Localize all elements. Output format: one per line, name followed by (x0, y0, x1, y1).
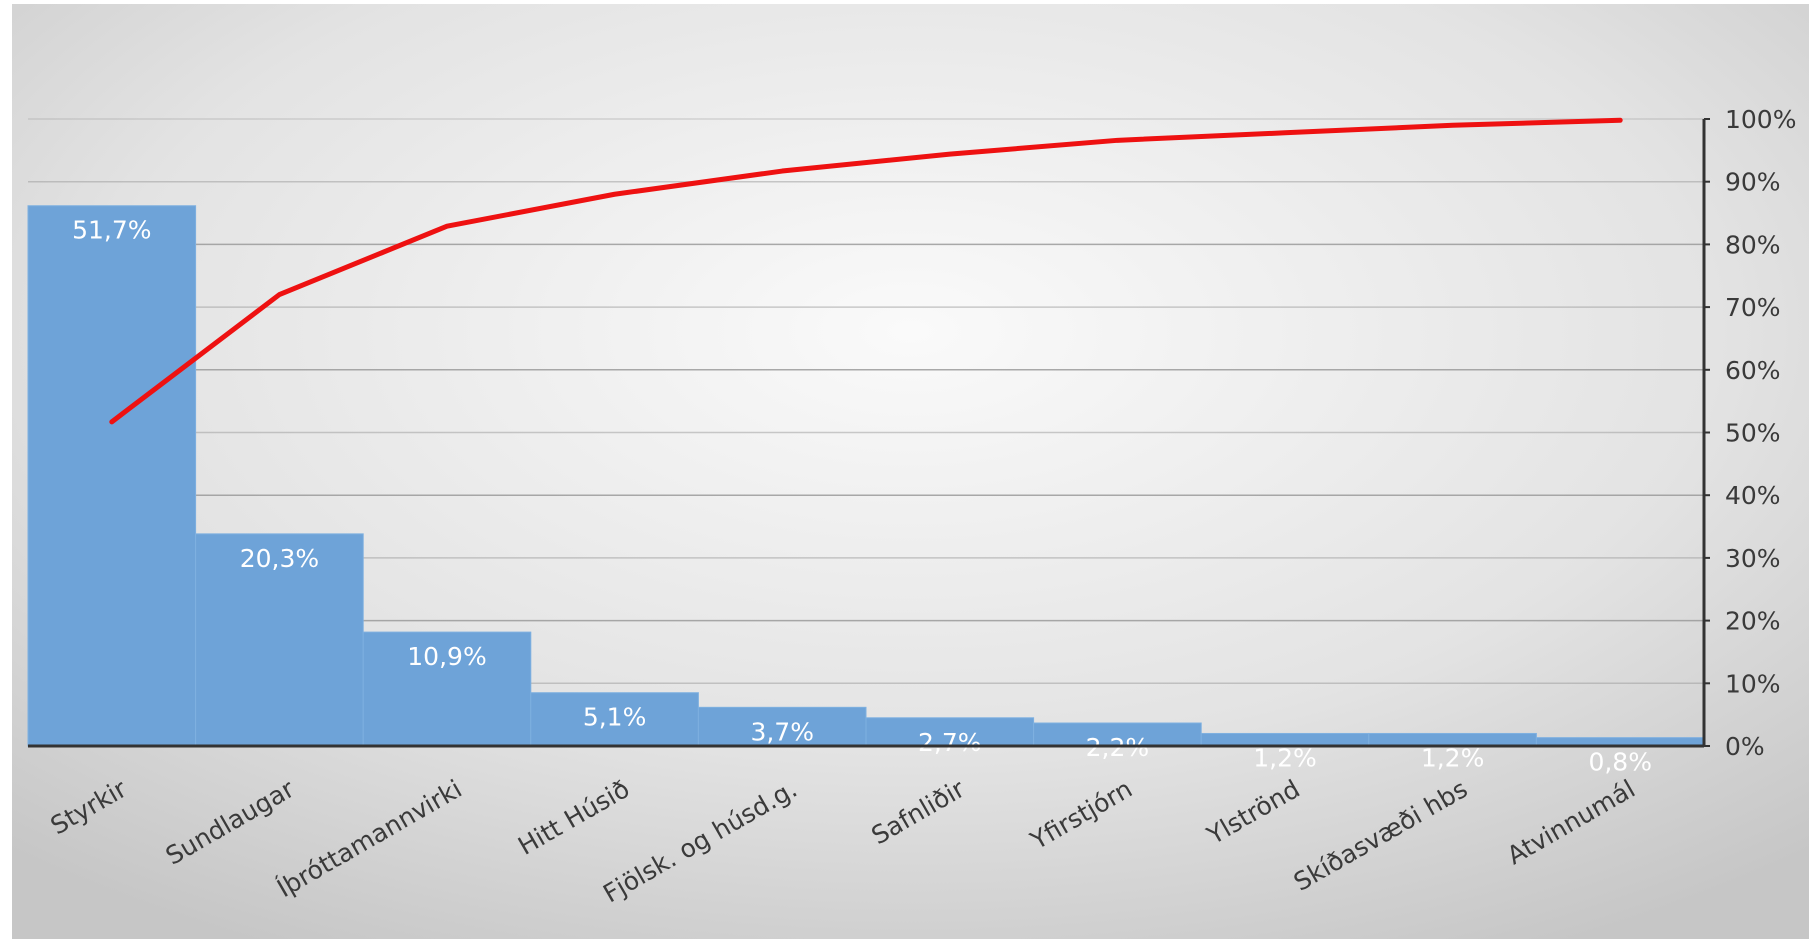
chart-canvas: 51,7% 20,3% 10,9% 5,1% 3,7% 2,7% 2,2% 1,2% 1,2% 0… (12, 4, 1809, 939)
bar-data-label: 20,3% (240, 544, 319, 573)
bar-data-label: 2,2% (1086, 733, 1150, 762)
y-tick-label: 20% (1725, 607, 1781, 636)
y-tick-label: 60% (1725, 356, 1781, 385)
y-tick-label: 10% (1725, 669, 1781, 698)
bar-data-label: 1,2% (1421, 743, 1485, 772)
right-axis-ticks: 0% 10% 20% 30% 40% 50% 60% 70% 80% 90% 100% (1725, 105, 1796, 761)
bar-data-labels: 51,7% 20,3% 10,9% 5,1% 3,7% 2,7% 2,2% 1,2% 1,2% 0… (72, 216, 1652, 777)
axes (28, 118, 1710, 748)
bar (27, 205, 197, 747)
y-tick-label: 50% (1725, 419, 1781, 448)
bar (195, 533, 364, 747)
bar-data-label: 51,7% (72, 216, 151, 245)
y-tick-label: 30% (1725, 544, 1781, 573)
cumulative-percentage-line (109, 117, 1623, 425)
y-tick-label: 0% (1725, 732, 1765, 761)
bars (27, 205, 1705, 747)
bar-data-label: 0,8% (1588, 748, 1652, 777)
bar-data-label: 3,7% (750, 717, 814, 746)
bar-data-label: 10,9% (407, 642, 486, 671)
y-tick-label: 90% (1725, 168, 1781, 197)
bar-data-label: 2,7% (918, 728, 982, 757)
bar-data-label: 1,2% (1253, 743, 1317, 772)
y-tick-label: 100% (1725, 105, 1796, 134)
bar-data-label: 5,1% (583, 703, 647, 732)
bar (697, 706, 867, 747)
y-tick-label: 80% (1725, 230, 1781, 259)
y-tick-label: 40% (1725, 481, 1781, 510)
bar (362, 631, 532, 747)
cumulative-line (109, 117, 1623, 425)
y-tick-label: 70% (1725, 293, 1781, 322)
pareto-chart: 51,7% 20,3% 10,9% 5,1% 3,7% 2,7% 2,2% 1,2% 1,2% 0… (12, 4, 1809, 939)
